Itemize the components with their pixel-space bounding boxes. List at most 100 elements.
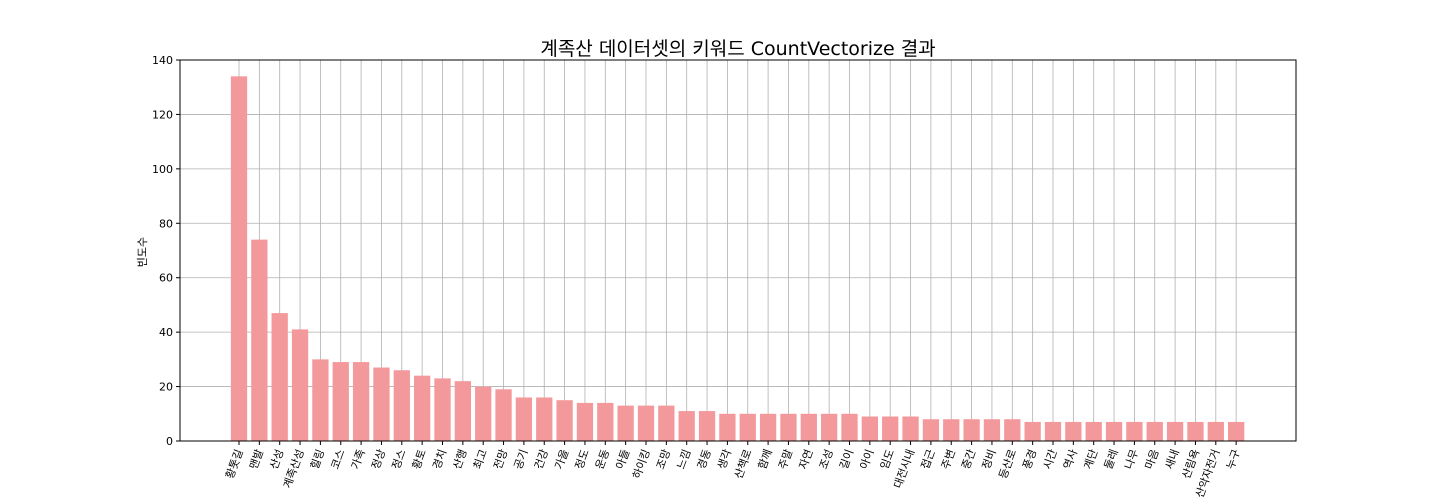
- y-axis-ticks: 0 20 40 60 80 100 120 140: [152, 54, 180, 448]
- x-tick-label: 가족: [349, 448, 368, 471]
- x-tick-label: 코스: [328, 448, 347, 471]
- bar: [617, 405, 634, 441]
- y-tick-label: 0: [166, 435, 173, 448]
- x-tick-label: 정상: [369, 448, 388, 471]
- bar: [536, 397, 553, 441]
- bar: [1044, 421, 1062, 441]
- x-tick-label: 새내: [1163, 448, 1182, 471]
- x-tick-label: 힐링: [308, 448, 327, 471]
- bar: [352, 362, 370, 441]
- x-tick-label: 정비: [980, 448, 999, 471]
- bar: [943, 419, 960, 441]
- bar: [678, 411, 695, 441]
- x-tick-label: 산책로: [732, 448, 755, 481]
- x-tick-label: 황토: [410, 448, 429, 471]
- bar: [495, 389, 512, 441]
- x-tick-label: 맨발: [247, 448, 266, 471]
- bar: [841, 413, 858, 441]
- y-tick-label: 80: [159, 217, 173, 230]
- bar: [597, 402, 614, 441]
- x-tick-label: 등산로: [997, 448, 1020, 481]
- x-tick-label: 산행: [451, 448, 470, 471]
- bar: [759, 413, 777, 441]
- bar: [1207, 421, 1224, 441]
- bar: [291, 329, 309, 441]
- bar: [1065, 421, 1082, 441]
- x-tick-label: 건강: [532, 448, 551, 471]
- y-tick-label: 60: [159, 272, 173, 285]
- bar: [475, 386, 492, 441]
- x-tick-label: 가을: [552, 448, 571, 471]
- bar: [556, 400, 573, 441]
- plot-frame: [179, 59, 1297, 442]
- x-tick-label: 누구: [1224, 448, 1243, 471]
- bar: [373, 367, 390, 441]
- bar: [719, 413, 736, 441]
- bar: [414, 375, 431, 441]
- x-tick-label: 시간: [1041, 448, 1060, 471]
- bar: [637, 405, 655, 441]
- bar: [861, 416, 878, 441]
- x-tick-label: 경치: [430, 448, 449, 471]
- bar: [983, 419, 1001, 441]
- bar: [739, 413, 756, 441]
- bars: [230, 76, 1245, 441]
- bar: [1166, 421, 1184, 441]
- x-tick-label: 임도: [878, 448, 897, 471]
- bar: [821, 413, 838, 441]
- bar: [963, 419, 980, 441]
- x-tick-label: 아들: [613, 448, 632, 471]
- x-tick-label: 아이: [858, 448, 877, 471]
- x-tick-label: 경동: [695, 448, 714, 471]
- x-tick-label: 하이킹: [629, 447, 653, 480]
- bar: [576, 402, 594, 441]
- x-tick-label: 조성: [817, 448, 836, 471]
- x-tick-label: 느낌: [674, 448, 693, 471]
- bar: [271, 313, 288, 441]
- bar: [780, 413, 797, 441]
- x-tick-label: 접근: [919, 448, 938, 471]
- bar: [698, 411, 716, 441]
- bar: [434, 378, 451, 441]
- x-tick-label: 자연: [796, 448, 815, 471]
- x-tick-label: 산성: [267, 448, 286, 471]
- bar: [1085, 421, 1102, 441]
- x-tick-label: 산림욕: [1180, 448, 1203, 481]
- bar: [1187, 421, 1204, 441]
- bar: [1228, 421, 1245, 441]
- bar: [1146, 421, 1163, 441]
- y-tick-label: 120: [152, 108, 173, 121]
- bar: [902, 416, 919, 441]
- y-tick-label: 20: [159, 381, 173, 394]
- y-tick-label: 140: [152, 54, 173, 67]
- bar: [1024, 421, 1041, 441]
- x-tick-label: 정도: [573, 448, 592, 471]
- bar: [332, 362, 349, 441]
- y-axis-label: 빈도수: [136, 237, 149, 267]
- bar: [1004, 419, 1021, 441]
- x-tick-label: 함께: [756, 448, 775, 471]
- bar: [1105, 421, 1123, 441]
- x-tick-label: 주변: [939, 448, 958, 471]
- x-tick-label: 주말: [776, 448, 795, 471]
- bar: [922, 419, 940, 441]
- x-tick-label: 마음: [1142, 448, 1161, 471]
- bar: [658, 405, 675, 441]
- x-tick-label: 나무: [1122, 448, 1141, 471]
- bar: [882, 416, 899, 441]
- bar: [393, 370, 410, 441]
- bar: [1126, 421, 1143, 441]
- bar: [251, 239, 268, 441]
- bar: [230, 76, 248, 441]
- y-tick-label: 40: [159, 326, 173, 339]
- y-tick-label: 100: [152, 163, 173, 176]
- bar: [800, 413, 817, 441]
- x-tick-label: 둘레: [1102, 448, 1121, 471]
- x-tick-label: 공기: [512, 448, 531, 471]
- bar: [312, 359, 329, 441]
- x-tick-label: 황톳길: [223, 448, 246, 481]
- x-tick-label: 최고: [471, 448, 490, 471]
- x-tick-label: 풍경: [1020, 448, 1039, 471]
